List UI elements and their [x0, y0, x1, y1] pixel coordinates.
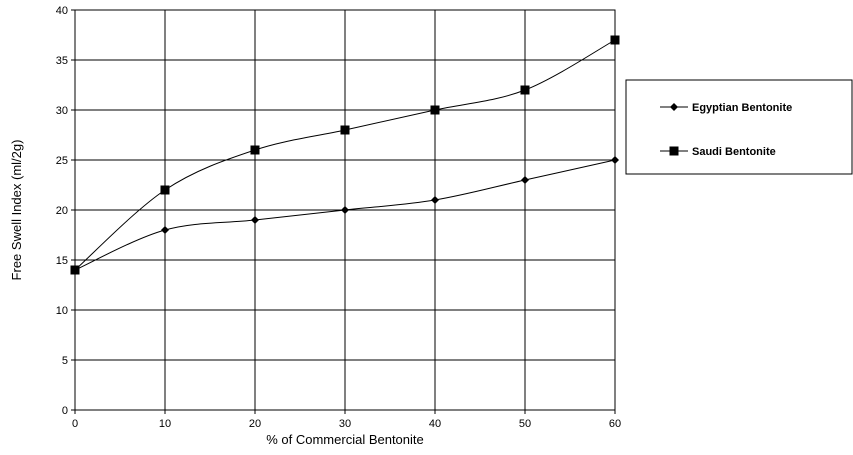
- y-tick-label: 15: [56, 255, 68, 267]
- legend-marker-diamond: [670, 103, 678, 111]
- data-point-diamond: [431, 196, 439, 204]
- data-point-diamond: [161, 226, 169, 234]
- legend-label: Egyptian Bentonite: [692, 102, 792, 114]
- data-point-square: [160, 185, 170, 195]
- legend: Egyptian Bentonite Saudi Bentonite: [625, 79, 853, 175]
- data-point-square: [250, 145, 260, 155]
- y-tick-label: 10: [56, 305, 68, 317]
- legend-marker-square: [669, 146, 679, 156]
- y-tick-label: 30: [56, 105, 68, 117]
- data-point-square: [610, 35, 620, 45]
- x-tick-label: 20: [249, 418, 261, 430]
- y-tick-label: 0: [62, 405, 68, 417]
- y-tick-label: 40: [56, 5, 68, 17]
- plot-area-border: [74, 9, 616, 411]
- data-point-square: [340, 125, 350, 135]
- x-tick-label: 30: [339, 418, 351, 430]
- x-tick-label: 50: [519, 418, 531, 430]
- x-tick-label: 0: [72, 418, 78, 430]
- y-tick-label: 20: [56, 205, 68, 217]
- series-saudi-bentonite: [70, 35, 620, 275]
- y-tick-label: 5: [62, 355, 68, 367]
- data-point-square: [520, 85, 530, 95]
- series-layer: [70, 35, 620, 275]
- y-tick-label: 25: [56, 155, 68, 167]
- data-point-square: [430, 105, 440, 115]
- legend-label: Saudi Bentonite: [692, 146, 776, 158]
- y-axis-title: Free Swell Index (ml/2g): [9, 140, 24, 281]
- x-tick-label: 10: [159, 418, 171, 430]
- data-point-diamond: [341, 206, 349, 214]
- data-point-diamond: [521, 176, 529, 184]
- data-point-diamond: [611, 156, 619, 164]
- data-point-diamond: [251, 216, 259, 224]
- y-tick-label: 35: [56, 55, 68, 67]
- x-axis-title: % of Commercial Bentonite: [266, 432, 424, 447]
- x-tick-label: 40: [429, 418, 441, 430]
- x-tick-label: 60: [609, 418, 621, 430]
- axes: 0 5 10 15 20 25 30 35 40 0 10 20 30 40 50 60: [56, 5, 621, 430]
- legend-box: [625, 79, 853, 175]
- series-egyptian-bentonite: [71, 156, 619, 274]
- data-point-square: [70, 265, 80, 275]
